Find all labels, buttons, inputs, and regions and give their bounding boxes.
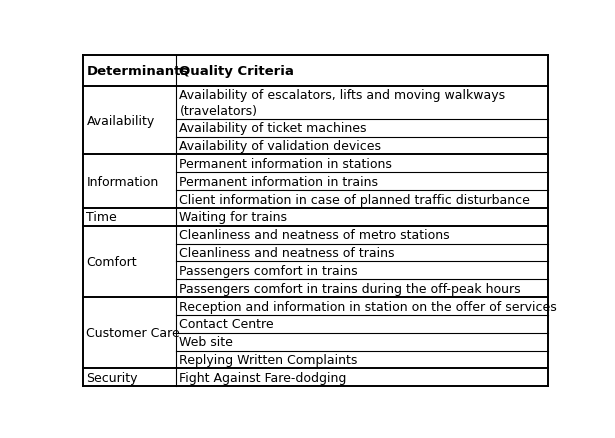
Text: Reception and information in station on the offer of services: Reception and information in station on … (180, 300, 557, 313)
Text: Client information in case of planned traffic disturbance: Client information in case of planned tr… (180, 193, 530, 206)
Text: Permanent information in stations: Permanent information in stations (180, 158, 392, 170)
Text: Passengers comfort in trains during the off-peak hours: Passengers comfort in trains during the … (180, 282, 521, 295)
Text: Availability of escalators, lifts and moving walkways
(travelators): Availability of escalators, lifts and mo… (180, 89, 506, 117)
Text: Availability of ticket machines: Availability of ticket machines (180, 122, 367, 135)
Text: Permanent information in trains: Permanent information in trains (180, 175, 378, 188)
Text: Customer Care: Customer Care (86, 327, 180, 339)
Text: Information: Information (86, 175, 159, 188)
Text: Replying Written Complaints: Replying Written Complaints (180, 353, 358, 366)
Text: Waiting for trains: Waiting for trains (180, 211, 287, 224)
Text: Comfort: Comfort (86, 255, 137, 268)
Text: Availability: Availability (86, 114, 154, 127)
Text: Cleanliness and neatness of metro stations: Cleanliness and neatness of metro statio… (180, 229, 450, 242)
Text: Determinants: Determinants (86, 65, 189, 78)
Text: Time: Time (86, 211, 117, 224)
Text: Web site: Web site (180, 336, 233, 349)
Text: Passengers comfort in trains: Passengers comfort in trains (180, 264, 358, 277)
Text: Quality Criteria: Quality Criteria (180, 65, 295, 78)
Text: Cleanliness and neatness of trains: Cleanliness and neatness of trains (180, 247, 395, 259)
Text: Contact Centre: Contact Centre (180, 318, 274, 331)
Text: Security: Security (86, 371, 138, 384)
Text: Fight Against Fare-dodging: Fight Against Fare-dodging (180, 371, 347, 384)
Text: Availability of validation devices: Availability of validation devices (180, 140, 381, 153)
